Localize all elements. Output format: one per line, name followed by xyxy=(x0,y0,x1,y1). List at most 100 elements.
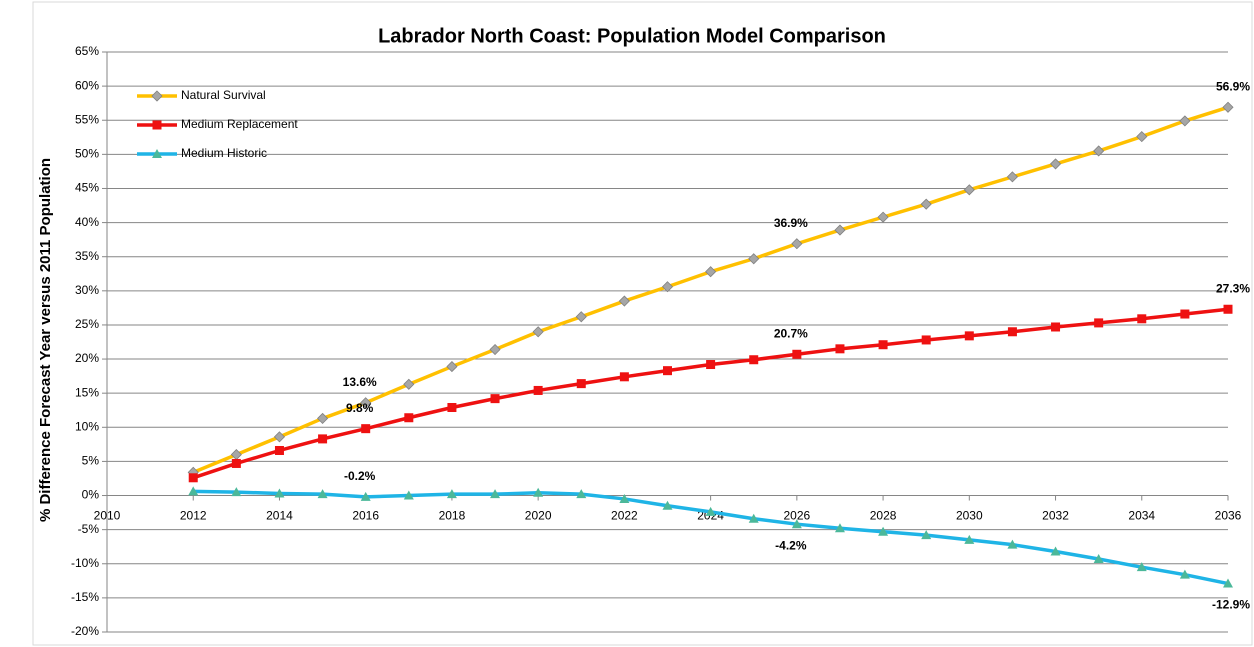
marker xyxy=(1093,553,1104,563)
marker xyxy=(663,366,672,376)
marker xyxy=(1136,131,1148,143)
y-tick-label: -15% xyxy=(71,590,99,604)
x-tick-label: 2030 xyxy=(956,509,983,523)
marker xyxy=(231,458,241,468)
marker xyxy=(403,490,414,500)
marker xyxy=(748,253,760,265)
y-tick-label: 20% xyxy=(75,351,99,365)
marker xyxy=(834,224,846,236)
y-tick-label: 10% xyxy=(75,419,99,433)
y-tick-label: 35% xyxy=(75,249,99,263)
marker xyxy=(791,519,802,529)
x-tick-label: 2022 xyxy=(611,509,638,523)
chart-title: Labrador North Coast: Population Model C… xyxy=(378,25,886,47)
legend-label: Natural Survival xyxy=(181,88,266,102)
marker xyxy=(1007,539,1018,549)
y-tick-label: -10% xyxy=(71,556,99,570)
marker xyxy=(274,488,285,498)
marker xyxy=(360,491,371,501)
data-label: 20.7% xyxy=(774,326,808,340)
marker xyxy=(920,198,932,210)
chart-frame xyxy=(32,1,1253,646)
marker xyxy=(1093,145,1105,157)
y-tick-label: 50% xyxy=(75,147,99,161)
marker xyxy=(188,486,199,496)
marker xyxy=(619,372,629,382)
data-label: -4.2% xyxy=(775,538,807,552)
x-tick-label: 2012 xyxy=(180,509,207,523)
marker xyxy=(921,335,931,345)
marker xyxy=(533,385,543,395)
marker xyxy=(532,326,544,338)
marker xyxy=(792,349,802,359)
y-tick-label: 5% xyxy=(82,454,100,468)
marker xyxy=(317,489,328,499)
marker xyxy=(1180,309,1190,319)
marker xyxy=(618,295,630,307)
marker xyxy=(446,360,458,373)
marker xyxy=(273,431,286,443)
marker xyxy=(1049,158,1062,170)
marker xyxy=(1050,546,1061,556)
marker xyxy=(360,397,372,409)
marker xyxy=(318,434,328,444)
marker xyxy=(1179,569,1190,579)
y-tick-label: 0% xyxy=(82,488,100,502)
marker xyxy=(619,493,630,503)
marker xyxy=(964,331,974,341)
x-tick-label: 2036 xyxy=(1215,509,1242,523)
data-label: 56.9% xyxy=(1216,79,1250,93)
legend-label: Medium Replacement xyxy=(181,117,298,131)
marker xyxy=(1051,322,1061,332)
marker xyxy=(705,266,717,278)
marker xyxy=(878,526,889,536)
y-tick-label: 30% xyxy=(75,283,99,297)
marker xyxy=(1137,314,1147,324)
y-tick-label: 25% xyxy=(75,317,99,331)
marker xyxy=(706,360,716,370)
legend-marker xyxy=(152,149,162,158)
y-tick-label: 15% xyxy=(75,385,99,399)
marker xyxy=(1179,115,1191,127)
y-tick-label: 55% xyxy=(75,112,99,126)
marker xyxy=(403,378,415,390)
marker xyxy=(447,403,457,413)
marker xyxy=(877,211,889,223)
legend-label: Medium Historic xyxy=(181,146,267,160)
marker xyxy=(490,489,501,499)
x-tick-label: 2026 xyxy=(783,509,810,523)
marker xyxy=(489,343,501,356)
legend-marker xyxy=(152,120,162,130)
x-tick-label: 2016 xyxy=(352,509,379,523)
marker xyxy=(274,445,284,455)
marker xyxy=(404,413,414,423)
marker xyxy=(576,379,586,389)
marker xyxy=(231,487,242,497)
marker xyxy=(1007,327,1017,337)
y-tick-label: 65% xyxy=(75,44,99,58)
y-tick-label: -20% xyxy=(71,624,99,638)
marker xyxy=(361,424,371,434)
marker xyxy=(791,238,803,250)
y-tick-label: 60% xyxy=(75,78,99,92)
marker xyxy=(490,394,500,404)
marker xyxy=(576,489,587,499)
marker xyxy=(921,530,932,540)
x-tick-label: 2018 xyxy=(439,509,466,523)
y-axis-label: % Difference Forecast Year versus 2011 P… xyxy=(37,158,54,522)
marker xyxy=(834,523,845,533)
marker xyxy=(1136,562,1147,572)
marker xyxy=(446,489,457,499)
x-tick-label: 2028 xyxy=(870,509,897,523)
y-tick-label: -5% xyxy=(78,522,100,536)
marker xyxy=(575,311,587,323)
marker xyxy=(964,534,975,544)
x-tick-label: 2010 xyxy=(94,509,121,523)
marker xyxy=(1223,578,1233,588)
data-label: -12.9% xyxy=(1212,598,1250,612)
data-label: 9.8% xyxy=(346,401,374,415)
marker xyxy=(662,500,673,510)
marker xyxy=(748,513,759,523)
